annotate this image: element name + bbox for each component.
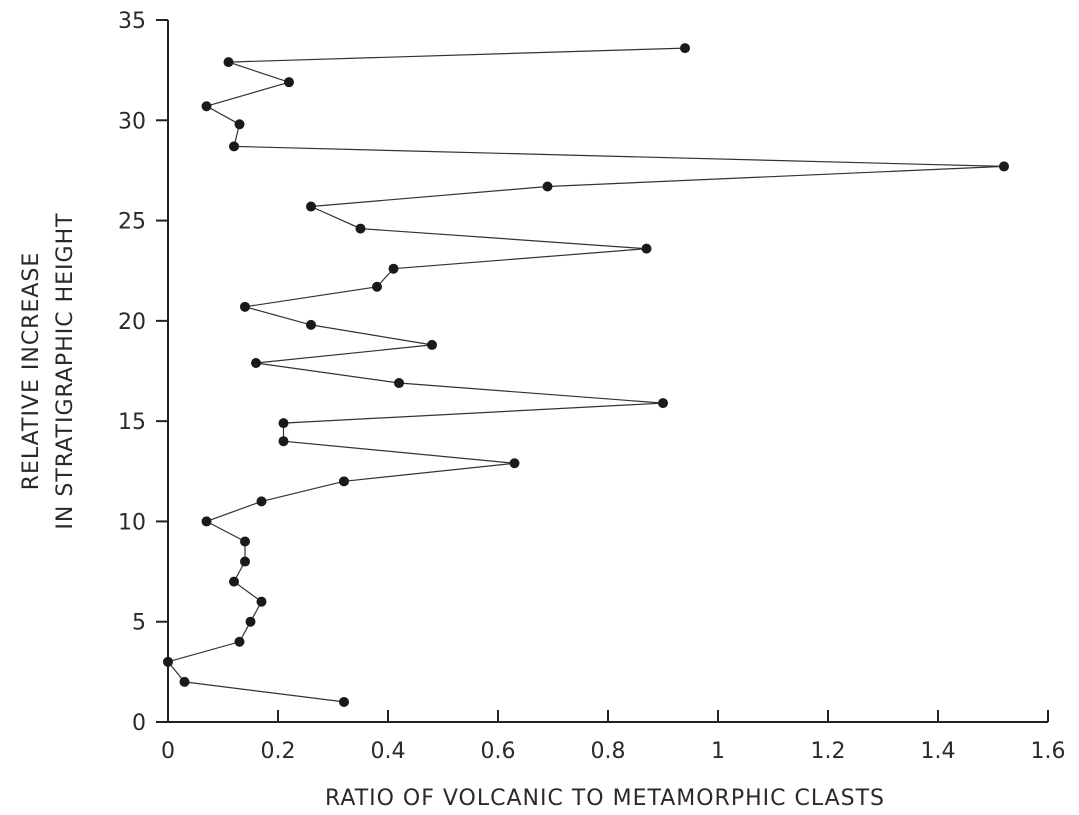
data-point <box>388 263 399 274</box>
data-point <box>355 223 366 234</box>
data-point <box>339 476 349 487</box>
data-point <box>339 696 349 707</box>
y-axis-title-line-2: IN STRATIGRAPHIC HEIGHT <box>53 212 78 529</box>
x-tick-label: 0 <box>161 739 175 764</box>
y-tick-label: 35 <box>118 9 146 34</box>
data-point <box>278 418 289 429</box>
data-point <box>201 516 212 527</box>
data-point <box>179 676 190 687</box>
x-tick-label: 0.6 <box>481 739 516 764</box>
data-point <box>372 281 382 292</box>
data-point <box>999 161 1009 172</box>
data-point <box>542 181 553 192</box>
data-point <box>201 101 212 112</box>
data-point <box>256 496 267 507</box>
data-point <box>427 339 437 350</box>
data-point <box>284 77 294 88</box>
x-tick-label: 1 <box>711 739 725 764</box>
x-tick-label: 0.4 <box>371 739 406 764</box>
axes <box>167 20 1048 723</box>
data-point <box>240 556 250 567</box>
data-point <box>240 536 250 547</box>
data-point <box>163 656 173 667</box>
data-point <box>234 636 245 647</box>
data-point <box>234 119 245 130</box>
x-tick-label: 0.8 <box>591 739 626 764</box>
data-point <box>394 378 404 389</box>
data-point <box>306 319 316 330</box>
y-tick-label: 25 <box>118 210 146 235</box>
y-tick-label: 10 <box>118 510 146 535</box>
x-axis-title: RATIO OF VOLCANIC TO METAMORPHIC CLASTS <box>325 786 885 811</box>
data-point <box>223 57 234 68</box>
data-point <box>245 616 256 627</box>
plot-area <box>163 43 1009 707</box>
data-point <box>658 398 668 409</box>
data-point <box>251 357 261 368</box>
x-tick-label: 0.2 <box>261 739 296 764</box>
series-line <box>166 47 1005 703</box>
y-tick-label: 30 <box>118 109 146 134</box>
y-axis-title-line-1: RELATIVE INCREASE <box>19 252 44 491</box>
y-tick-label: 5 <box>132 611 146 636</box>
x-tick-label: 1.6 <box>1031 739 1066 764</box>
data-point <box>509 458 520 469</box>
y-tick-label: 20 <box>118 310 146 335</box>
x-tick-label: 1.2 <box>811 739 846 764</box>
y-tick-label: 15 <box>118 410 146 435</box>
data-point <box>229 141 239 152</box>
data-point <box>306 201 316 212</box>
x-tick-label: 1.4 <box>921 739 956 764</box>
ticks: 0 5 10 15 20 25 30 35 0 0.2 0.4 0.6 0.8 1 1.2 1.4 1.6 <box>118 9 1066 764</box>
data-point <box>278 436 289 447</box>
data-point <box>641 243 652 254</box>
data-point <box>240 301 250 312</box>
data-point <box>229 576 239 587</box>
y-tick-label: 0 <box>132 711 146 736</box>
data-point <box>256 596 267 607</box>
data-point <box>680 43 690 54</box>
